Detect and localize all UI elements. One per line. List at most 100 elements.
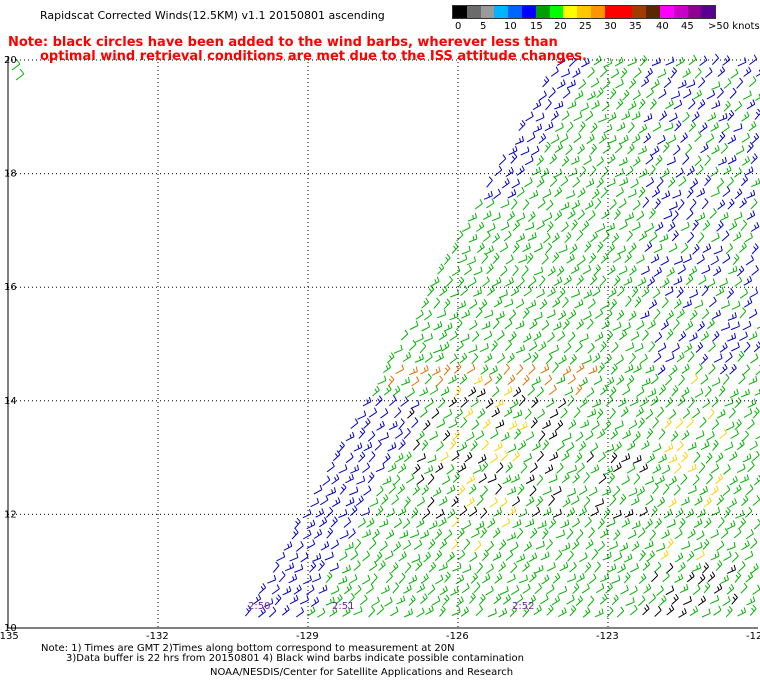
wind-barb bbox=[391, 494, 400, 505]
wind-barb bbox=[615, 78, 624, 89]
wind-barb bbox=[625, 342, 635, 352]
wind-barb bbox=[653, 352, 662, 363]
wind-barb bbox=[647, 388, 657, 398]
wind-barb bbox=[731, 300, 741, 310]
wind-barb bbox=[482, 418, 491, 430]
wind-barb bbox=[492, 318, 500, 330]
wind-barb bbox=[415, 309, 424, 320]
wind-barb bbox=[412, 484, 421, 496]
wind-barb bbox=[613, 529, 621, 541]
wind-barb bbox=[483, 190, 493, 200]
wind-barb bbox=[546, 221, 554, 233]
wind-barb bbox=[428, 520, 438, 530]
wind-barb bbox=[747, 398, 757, 408]
wind-barb bbox=[678, 517, 686, 530]
wind-barb bbox=[740, 219, 748, 231]
wind-barb bbox=[707, 571, 716, 583]
wind-barb bbox=[350, 418, 359, 429]
wind-barb bbox=[424, 373, 432, 385]
wind-barb bbox=[600, 187, 608, 199]
wind-barb bbox=[578, 441, 587, 452]
wind-barb bbox=[289, 552, 299, 562]
wind-barb bbox=[710, 529, 719, 539]
wind-barb bbox=[475, 307, 483, 319]
wind-barb bbox=[411, 376, 420, 387]
wind-barb bbox=[540, 167, 550, 178]
wind-barb bbox=[697, 573, 706, 585]
wind-barb bbox=[463, 538, 471, 550]
wind-barb bbox=[484, 375, 493, 386]
wind-barb bbox=[575, 595, 584, 607]
wind-barb bbox=[562, 296, 569, 308]
wind-barb bbox=[513, 386, 522, 398]
wind-barb bbox=[608, 287, 617, 298]
wind-barb bbox=[620, 406, 629, 418]
wind-barb bbox=[572, 176, 581, 188]
wind-barb bbox=[620, 585, 629, 595]
wind-barb bbox=[626, 375, 635, 386]
wind-barb bbox=[577, 255, 586, 266]
wind-barb bbox=[720, 574, 729, 585]
wind-barb bbox=[281, 605, 290, 616]
wind-barb bbox=[748, 375, 758, 385]
wind-barb bbox=[318, 559, 325, 572]
wind-barb bbox=[587, 67, 595, 78]
wind-barb bbox=[529, 527, 538, 539]
wind-barb bbox=[699, 122, 708, 133]
wind-barb bbox=[674, 462, 682, 474]
wind-barb bbox=[608, 472, 615, 485]
wind-barb bbox=[703, 496, 712, 508]
wind-barb bbox=[331, 474, 340, 485]
wind-barb bbox=[435, 462, 444, 473]
wind-barb bbox=[638, 417, 645, 429]
wind-barb bbox=[717, 199, 726, 210]
wind-barb bbox=[669, 364, 678, 376]
wind-barb bbox=[661, 529, 670, 540]
wind-barb bbox=[420, 365, 429, 375]
wind-barb bbox=[438, 330, 448, 341]
wind-barb bbox=[596, 156, 604, 167]
wind-barb bbox=[356, 475, 366, 485]
wind-barb bbox=[362, 462, 371, 473]
wind-barb bbox=[410, 399, 420, 409]
wind-barb bbox=[748, 331, 758, 341]
wind-barb bbox=[538, 341, 547, 352]
wind-barb bbox=[591, 398, 601, 408]
wind-barb bbox=[624, 508, 634, 518]
wind-barb bbox=[343, 583, 352, 595]
wind-barb bbox=[481, 460, 489, 473]
wind-barb bbox=[368, 606, 376, 618]
wind-barb bbox=[517, 440, 527, 451]
wind-barb bbox=[733, 527, 742, 539]
wind-barb bbox=[434, 574, 444, 585]
wind-barb bbox=[704, 385, 712, 397]
wind-barb bbox=[747, 461, 755, 473]
wind-barb bbox=[312, 573, 321, 583]
wind-barb bbox=[549, 176, 558, 187]
wind-barb bbox=[733, 123, 743, 132]
wind-barb bbox=[341, 564, 351, 574]
wind-barb bbox=[427, 454, 437, 464]
wind-barb bbox=[710, 485, 719, 496]
wind-barb bbox=[585, 178, 595, 188]
wind-barb bbox=[675, 167, 684, 178]
wind-barb bbox=[591, 548, 599, 561]
wind-barb bbox=[688, 396, 695, 409]
wind-barb bbox=[742, 364, 751, 376]
wind-barb bbox=[461, 582, 470, 594]
wind-barb bbox=[715, 560, 723, 572]
wind-barb bbox=[662, 571, 670, 583]
wind-barb bbox=[728, 265, 738, 275]
wind-barb bbox=[371, 528, 380, 540]
wind-barb bbox=[469, 506, 478, 517]
wind-barb bbox=[610, 298, 617, 310]
wind-barb bbox=[616, 606, 625, 618]
wind-barb bbox=[534, 583, 543, 594]
wind-barb bbox=[738, 517, 746, 529]
wind-barb bbox=[324, 551, 334, 561]
wind-barb bbox=[504, 318, 513, 330]
wind-barb bbox=[694, 299, 704, 309]
wind-barb bbox=[547, 332, 555, 343]
wind-barb bbox=[486, 198, 495, 209]
wind-barb bbox=[538, 90, 547, 101]
